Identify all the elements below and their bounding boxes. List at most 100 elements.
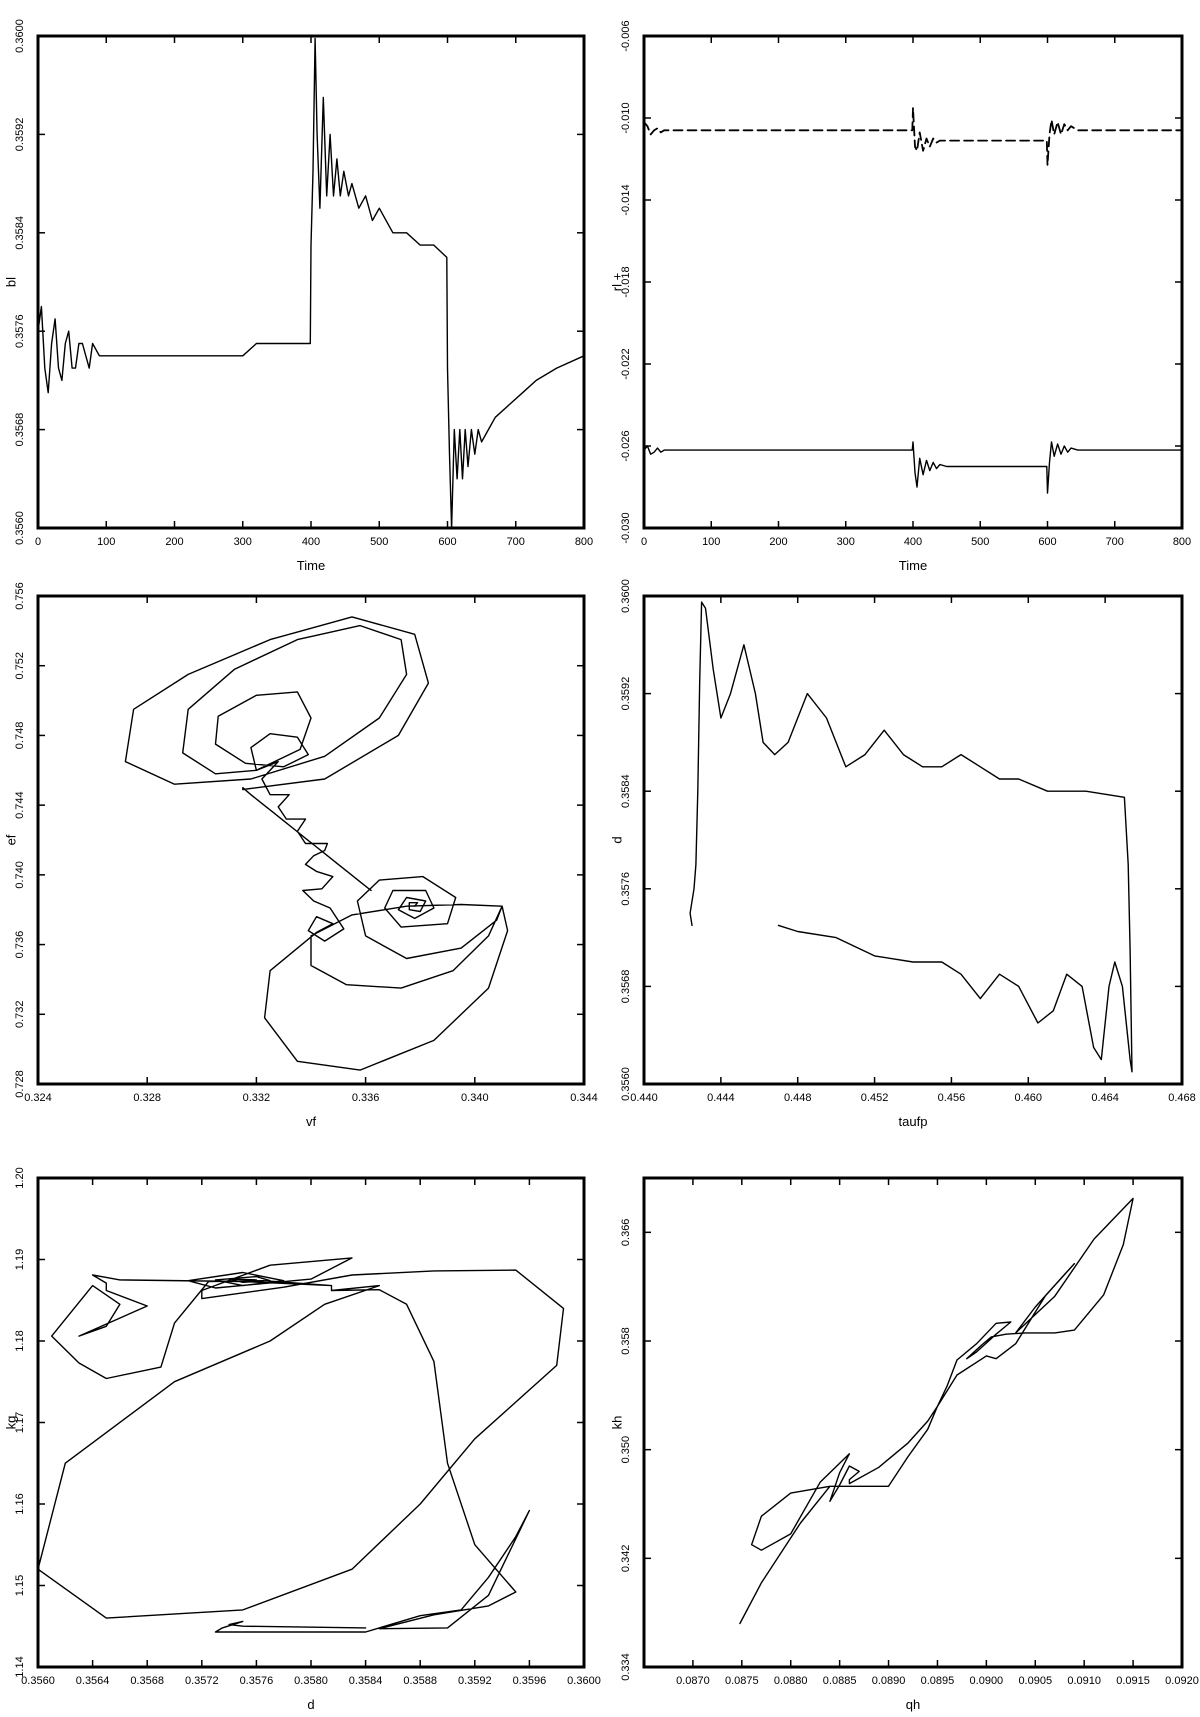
x-tick-label: 0.344 xyxy=(570,1092,598,1104)
y-tick-label: 0.3568 xyxy=(14,413,26,447)
y-tick-label: -0.026 xyxy=(620,430,632,461)
series-1-line xyxy=(124,616,509,1071)
x-tick-label: 0.0890 xyxy=(872,1675,906,1687)
y-tick-label: 0.3600 xyxy=(620,579,632,613)
x-tick-label: 0.3580 xyxy=(294,1675,328,1687)
plot-frame xyxy=(36,594,586,1086)
chart-panel-6: 0.0870 0.0875 0.0880 0.0885 0.0890 0.0895 0.09… xyxy=(610,1176,1199,1712)
y-axis-title: d xyxy=(610,836,625,843)
x-tick-label: 100 xyxy=(702,536,720,548)
x-tick-label: 0.452 xyxy=(861,1092,889,1104)
y-tick-label: 0.3584 xyxy=(14,216,26,250)
x-tick-label: 0.3560 xyxy=(21,1675,55,1687)
y-tick-label: 1.19 xyxy=(14,1249,26,1270)
y-tick-label: -0.018 xyxy=(620,266,632,297)
x-tick-label: 0.328 xyxy=(133,1092,161,1104)
x-tick-label: 300 xyxy=(837,536,855,548)
y-tick-label: 1.15 xyxy=(14,1575,26,1596)
x-tick-label: 400 xyxy=(302,536,320,548)
x-tick-label: 200 xyxy=(769,536,787,548)
y-axis-title: rl + xyxy=(610,273,625,291)
x-tick-label: 0.468 xyxy=(1168,1092,1196,1104)
y-tick-label: 0.756 xyxy=(14,582,26,610)
x-tick-label: 0.3568 xyxy=(130,1675,164,1687)
chart-panel-4: 0.440 0.444 0.448 0.452 0.456 0.460 0.464 0.468… xyxy=(610,579,1196,1129)
x-tick-label: 400 xyxy=(904,536,922,548)
series-1-line xyxy=(643,106,1183,166)
x-tick-label: 600 xyxy=(1038,536,1056,548)
x-tick-label: 0 xyxy=(641,536,647,548)
y-tick-label: 0.334 xyxy=(620,1653,632,1681)
y-tick-label: 0.728 xyxy=(14,1070,26,1098)
x-axis-title: qh xyxy=(906,1697,920,1712)
plot-frame xyxy=(642,594,1184,1086)
x-tick-label: 0.456 xyxy=(938,1092,966,1104)
x-tick-label: 0.464 xyxy=(1091,1092,1119,1104)
y-tick-label: 0.3560 xyxy=(620,1067,632,1101)
y-axis-title: ef xyxy=(4,834,19,845)
x-axis-title: d xyxy=(307,1697,314,1712)
x-tick-label: 0.0905 xyxy=(1018,1675,1052,1687)
y-axis-title: kh xyxy=(610,1416,625,1430)
x-tick-label: 0.3584 xyxy=(349,1675,383,1687)
series-1-line xyxy=(739,1197,1134,1625)
y-tick-label: 0.350 xyxy=(620,1436,632,1464)
y-tick-label: -0.030 xyxy=(620,512,632,543)
x-tick-label: 0.336 xyxy=(352,1092,380,1104)
y-tick-label: -0.010 xyxy=(620,102,632,133)
chart-panel-2: 0 100 200 300 400 500 600 700 800 -0.030 -0.026 -0.… xyxy=(610,20,1192,573)
x-tick-label: 0.0885 xyxy=(823,1675,857,1687)
x-tick-label: 0.340 xyxy=(461,1092,489,1104)
x-tick-label: 500 xyxy=(971,536,989,548)
y-tick-label: 0.3592 xyxy=(14,118,26,152)
y-tick-label: 1.17 xyxy=(14,1412,26,1433)
y-tick-label: 0.3560 xyxy=(14,511,26,545)
x-tick-label: 0.0915 xyxy=(1116,1675,1150,1687)
x-tick-label: 0.440 xyxy=(630,1092,658,1104)
y-tick-label: 0.3592 xyxy=(620,677,632,711)
x-tick-label: 0.3564 xyxy=(76,1675,110,1687)
x-tick-label: 0.3572 xyxy=(185,1675,219,1687)
x-tick-label: 0.332 xyxy=(243,1092,271,1104)
x-tick-label: 0.0910 xyxy=(1067,1675,1101,1687)
y-tick-label: 0.3584 xyxy=(620,774,632,808)
y-tick-label: 0.740 xyxy=(14,861,26,889)
y-tick-label: 0.358 xyxy=(620,1327,632,1355)
plot-frame xyxy=(642,1176,1184,1669)
x-tick-label: 0.0880 xyxy=(774,1675,808,1687)
x-tick-label: 0.460 xyxy=(1015,1092,1043,1104)
chart-panel-3: 0.324 0.328 0.332 0.336 0.340 0.344 0.728 0.732… xyxy=(4,582,598,1129)
x-tick-label: 0.0895 xyxy=(921,1675,955,1687)
y-tick-label: 0.3600 xyxy=(14,19,26,53)
x-tick-label: 0.3600 xyxy=(567,1675,601,1687)
x-tick-label: 0.0920 xyxy=(1165,1675,1199,1687)
y-tick-label: 0.732 xyxy=(14,1001,26,1029)
x-tick-label: 0.0870 xyxy=(676,1675,710,1687)
series-2-line xyxy=(643,441,1183,494)
x-tick-label: 0.3576 xyxy=(240,1675,274,1687)
x-axis-title: Time xyxy=(899,558,927,573)
y-tick-label: 1.18 xyxy=(14,1330,26,1351)
x-axis-title: taufp xyxy=(899,1114,928,1129)
y-tick-label: 0.3576 xyxy=(14,314,26,348)
y-axis-title: kg xyxy=(4,1416,19,1430)
series-1-line xyxy=(37,37,585,529)
y-tick-label: -0.022 xyxy=(620,348,632,379)
chart-panel-5: 0.3560 0.3564 0.3568 0.3572 0.3576 0.3580 0.35… xyxy=(4,1167,601,1712)
series-1-line xyxy=(689,601,1133,1073)
x-tick-label: 0.3592 xyxy=(458,1675,492,1687)
x-axis-title: vf xyxy=(306,1114,317,1129)
x-tick-label: 100 xyxy=(97,536,115,548)
x-tick-label: 0.444 xyxy=(707,1092,735,1104)
x-axis-title: Time xyxy=(297,558,325,573)
y-axis-title: bl xyxy=(4,277,19,287)
x-tick-label: 0.0900 xyxy=(970,1675,1004,1687)
y-tick-label: 0.366 xyxy=(620,1219,632,1247)
x-tick-label: 500 xyxy=(370,536,388,548)
y-tick-label: 1.14 xyxy=(14,1656,26,1677)
series-1-line xyxy=(37,1257,565,1633)
x-tick-label: 0.3596 xyxy=(513,1675,547,1687)
x-tick-label: 600 xyxy=(438,536,456,548)
x-tick-label: 0.0875 xyxy=(725,1675,759,1687)
y-tick-label: 0.3568 xyxy=(620,970,632,1004)
